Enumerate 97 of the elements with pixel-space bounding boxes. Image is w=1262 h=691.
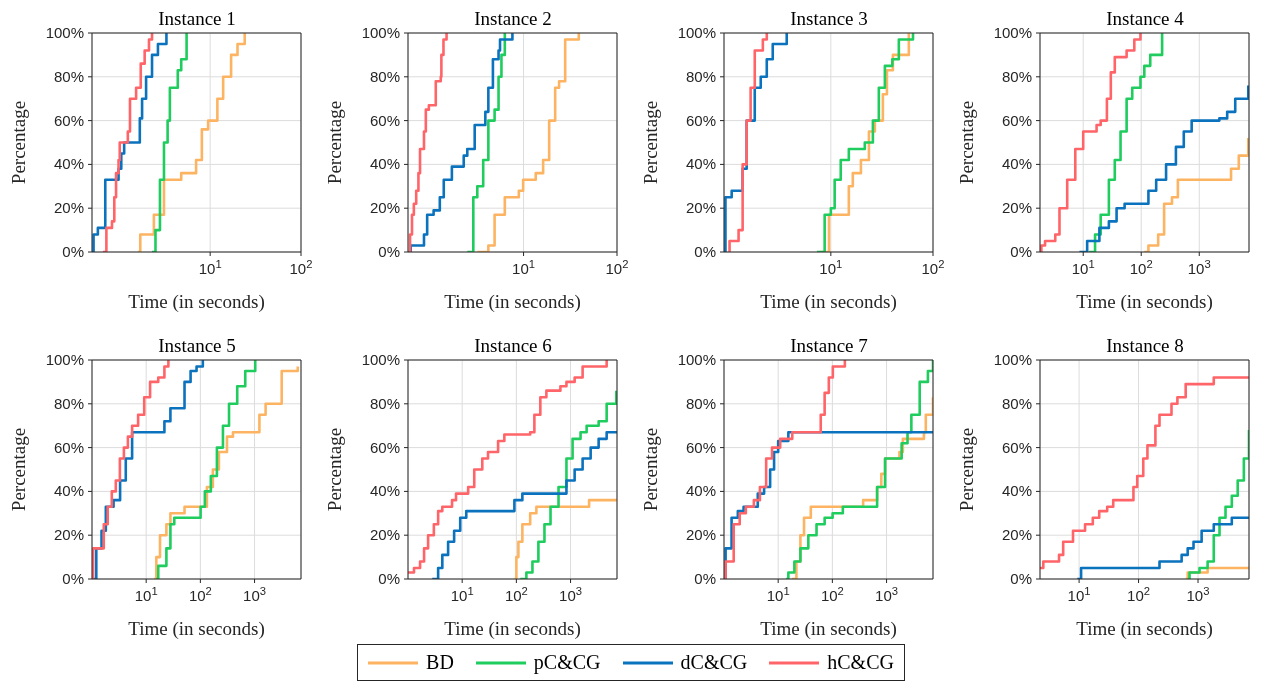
y-axis-title: Percentage [639, 427, 661, 512]
x-tick-label: 10$^{2}$ [820, 585, 844, 604]
x-tick-label: 10$^{3}$ [559, 585, 583, 604]
y-tick-label: 80% [685, 394, 716, 412]
y-tick-label: 100% [361, 24, 400, 41]
y-tick-label: 100% [45, 351, 84, 368]
y-tick-label: 20% [53, 526, 84, 544]
y-tick-label: 40% [685, 482, 716, 500]
y-tick-label: 60% [1001, 111, 1032, 129]
x-axis-title: Time (in seconds) [760, 291, 897, 313]
y-axis-title: Percentage [639, 100, 661, 185]
x-tick-label: 10$^{1}$ [766, 585, 790, 604]
y-tick-label: 20% [369, 199, 400, 217]
y-tick-label: 0% [378, 570, 400, 587]
y-tick-label: 80% [1001, 394, 1032, 412]
x-tick-label: 10$^{2}$ [504, 585, 528, 604]
y-tick-label: 40% [1001, 482, 1032, 500]
y-axis-title: Percentage [323, 427, 345, 512]
x-tick-label: 10$^{3}$ [243, 585, 267, 604]
y-tick-label: 100% [677, 351, 716, 368]
legend-label: BD [426, 651, 454, 674]
y-tick-label: 20% [53, 199, 84, 217]
chart-title: Instance 4 [1105, 8, 1185, 30]
legend-label: dC&CG [680, 651, 748, 674]
x-tick-label: 10$^{2}$ [1127, 585, 1151, 604]
y-axis-title: Percentage [7, 100, 29, 185]
y-axis-title: Percentage [955, 427, 977, 512]
x-tick-label: 10$^{1}$ [134, 585, 158, 604]
x-tick-label: 10$^{2}$ [605, 258, 629, 277]
y-tick-label: 20% [369, 526, 400, 544]
y-tick-label: 40% [53, 155, 84, 173]
x-tick-label: 10$^{1}$ [1071, 258, 1095, 277]
y-tick-label: 40% [53, 482, 84, 500]
y-tick-label: 40% [685, 155, 716, 173]
y-tick-label: 60% [1001, 438, 1032, 456]
chart-title: Instance 6 [473, 335, 553, 357]
y-tick-label: 80% [369, 394, 400, 412]
chart-title: Instance 8 [1105, 335, 1185, 357]
x-tick-label: 10$^{2}$ [921, 258, 945, 277]
legend-label: pC&CG [533, 651, 601, 674]
y-axis-title: Percentage [323, 100, 345, 185]
chart-title: Instance 5 [157, 335, 237, 357]
legend-label: hC&CG [827, 651, 894, 674]
x-axis-title: Time (in seconds) [444, 291, 581, 313]
y-tick-label: 0% [62, 570, 84, 587]
y-tick-label: 80% [685, 67, 716, 85]
y-tick-label: 100% [993, 24, 1032, 41]
y-tick-label: 60% [369, 111, 400, 129]
y-tick-label: 0% [694, 243, 716, 260]
y-tick-label: 40% [369, 482, 400, 500]
y-tick-label: 40% [369, 155, 400, 173]
x-axis-title: Time (in seconds) [128, 291, 265, 313]
y-tick-label: 20% [1001, 199, 1032, 217]
x-tick-label: 10$^{2}$ [289, 258, 313, 277]
y-tick-label: 0% [62, 243, 84, 260]
y-tick-label: 60% [53, 438, 84, 456]
y-tick-label: 0% [1010, 570, 1032, 587]
y-tick-label: 20% [685, 526, 716, 544]
y-tick-label: 80% [53, 394, 84, 412]
x-tick-label: 10$^{1}$ [450, 585, 474, 604]
chart-title: Instance 7 [789, 335, 869, 357]
y-tick-label: 0% [694, 570, 716, 587]
x-tick-label: 10$^{1}$ [198, 258, 222, 277]
x-tick-label: 10$^{1}$ [512, 258, 536, 277]
x-tick-label: 10$^{2}$ [1129, 258, 1153, 277]
x-tick-label: 10$^{3}$ [875, 585, 899, 604]
x-axis-title: Time (in seconds) [760, 618, 897, 640]
y-tick-label: 40% [1001, 155, 1032, 173]
x-tick-label: 10$^{2}$ [188, 585, 212, 604]
x-axis-title: Time (in seconds) [128, 618, 265, 640]
y-tick-label: 60% [53, 111, 84, 129]
y-axis-title: Percentage [7, 427, 29, 512]
y-tick-label: 60% [685, 111, 716, 129]
x-axis-title: Time (in seconds) [444, 618, 581, 640]
chart-title: Instance 3 [789, 8, 869, 30]
chart-title: Instance 2 [473, 8, 553, 30]
y-tick-label: 100% [993, 351, 1032, 368]
y-tick-label: 20% [1001, 526, 1032, 544]
chart-title: Instance 1 [157, 8, 237, 30]
y-tick-label: 0% [1010, 243, 1032, 260]
x-axis-title: Time (in seconds) [1076, 618, 1213, 640]
x-tick-label: 10$^{3}$ [1187, 258, 1211, 277]
y-tick-label: 80% [1001, 67, 1032, 85]
y-tick-label: 100% [45, 24, 84, 41]
y-tick-label: 0% [378, 243, 400, 260]
y-tick-label: 60% [369, 438, 400, 456]
y-tick-label: 80% [369, 67, 400, 85]
y-axis-title: Percentage [955, 100, 977, 185]
x-tick-label: 10$^{1}$ [1067, 585, 1091, 604]
x-axis-title: Time (in seconds) [1076, 291, 1213, 313]
x-tick-label: 10$^{1}$ [819, 258, 843, 277]
x-tick-label: 10$^{3}$ [1186, 585, 1210, 604]
y-tick-label: 100% [677, 24, 716, 41]
y-tick-label: 100% [361, 351, 400, 368]
y-tick-label: 80% [53, 67, 84, 85]
y-tick-label: 60% [685, 438, 716, 456]
y-tick-label: 20% [685, 199, 716, 217]
